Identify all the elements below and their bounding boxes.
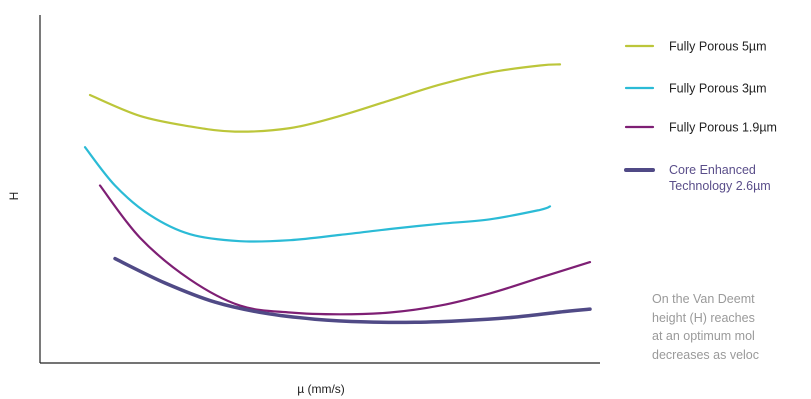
legend-label-fully-porous-5um: Fully Porous 5µm <box>669 40 767 54</box>
caption-text: On the Van Deemt height (H) reaches at a… <box>652 290 811 364</box>
series-line-fully-porous-5-m <box>88 63 562 133</box>
legend-label-line: Core Enhanced <box>669 163 756 177</box>
legend-item-fully-porous-5um: Fully Porous 5µm <box>624 40 767 54</box>
caption-line: On the Van Deemt <box>652 292 755 306</box>
legend-label-fully-porous-3um: Fully Porous 3µm <box>669 82 767 96</box>
series-line-fully-porous-1-9-m <box>98 184 592 316</box>
legend-label-fully-porous-1-9um: Fully Porous 1.9µm <box>669 121 777 135</box>
legend-label-core-enhanced: Core Enhanced Technology 2.6µm <box>669 163 771 193</box>
x-axis-label: µ (mm/s) <box>297 382 345 396</box>
legend-item-fully-porous-3um: Fully Porous 3µm <box>624 82 767 96</box>
legend-item-core-enhanced: Core Enhanced Technology 2.6µm <box>624 163 771 193</box>
legend-label-line: Technology 2.6µm <box>669 179 771 193</box>
legend: Fully Porous 5µm Fully Porous 3µm Fully … <box>624 40 777 193</box>
series-lines <box>83 63 592 325</box>
caption-line: decreases as veloc <box>652 347 760 362</box>
caption-line: height (H) reaches <box>652 310 755 325</box>
caption-line: at an optimum mol <box>652 329 755 343</box>
series-line-core-enhanced-technology-2-6-m <box>113 256 592 325</box>
series-line-fully-porous-3-m <box>83 146 552 243</box>
y-axis-label: H <box>7 192 21 201</box>
legend-item-fully-porous-1-9um: Fully Porous 1.9µm <box>624 121 777 135</box>
